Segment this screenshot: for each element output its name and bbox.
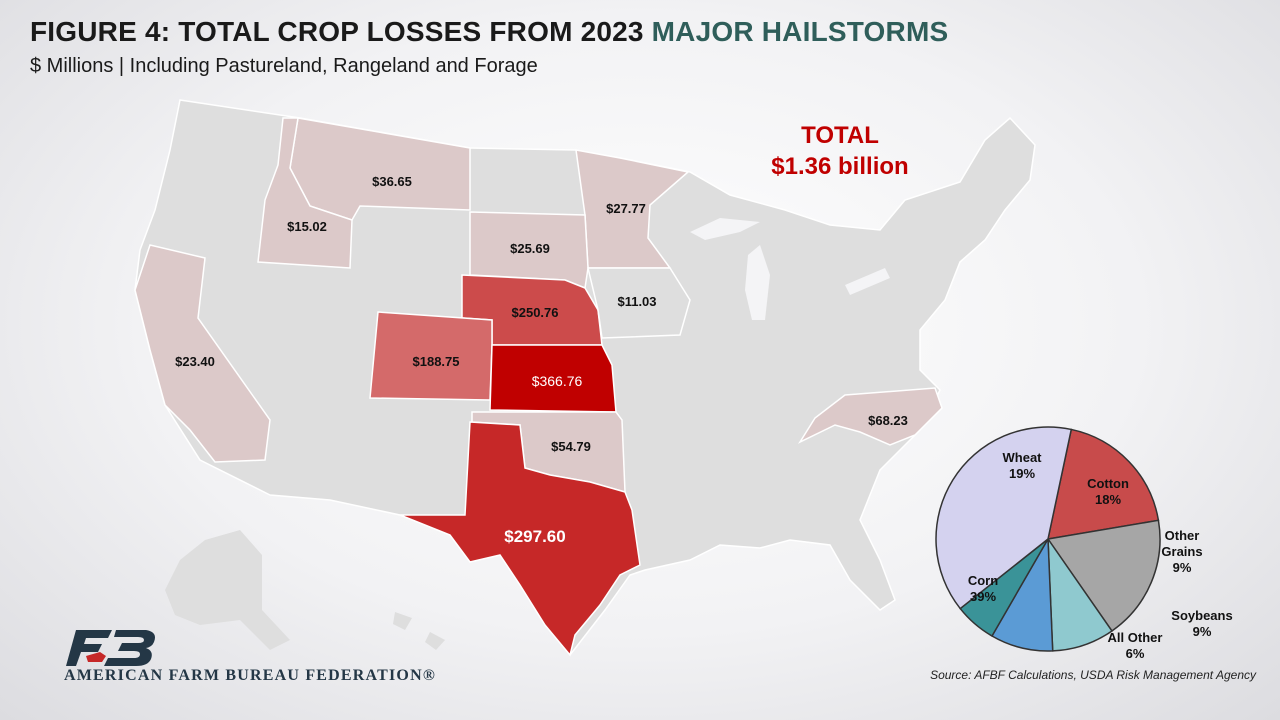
logo-b-shape: [104, 630, 155, 666]
logo-f-shape: [66, 630, 112, 666]
chart-subtitle: $ Millions | Including Pastureland, Rang…: [30, 55, 538, 77]
state-north-carolina: [797, 387, 943, 446]
source-note: Source: AFBF Calculations, USDA Risk Man…: [930, 668, 1256, 682]
title-main: FIGURE 4: TOTAL CROP LOSSES FROM 2023: [30, 16, 652, 47]
alaska-shape: [165, 530, 290, 650]
pie-label-line: Grains: [1161, 544, 1202, 559]
state-value-label-minnesota: $27.77: [606, 201, 646, 216]
state-texas: [399, 421, 641, 657]
state-value-label-nebraska: $250.76: [512, 305, 559, 320]
total-callout: TOTAL $1.36 billion: [740, 120, 940, 182]
pie-label-line: Soybeans: [1171, 608, 1232, 623]
afbf-logo-icon: [66, 630, 155, 666]
pie-label-line: 9%: [1173, 560, 1192, 575]
pie-label-wheat: Wheat 19%: [1003, 450, 1043, 481]
state-value-label-california: $23.40: [175, 354, 215, 369]
pie-slice-wheat: [1047, 428, 1160, 540]
pie-label-line: Corn: [968, 573, 998, 588]
pie-slice-corn: [935, 426, 1073, 610]
pie-label-cotton: Cotton 18%: [1087, 476, 1129, 507]
chart-title: FIGURE 4: TOTAL CROP LOSSES FROM 2023 MA…: [30, 16, 948, 48]
pie-label-line: Wheat: [1003, 450, 1043, 465]
state-value-label-colorado: $188.75: [413, 354, 460, 369]
pie-label-line: Cotton: [1087, 476, 1129, 491]
state-value-label-iowa: $11.03: [617, 294, 656, 309]
lake-michigan: [745, 245, 770, 320]
pie-label-soybeans: Soybeans 9%: [1171, 608, 1232, 639]
state-value-label-idaho: $15.02: [287, 219, 327, 234]
state-kansas: [489, 344, 617, 413]
state-california: [134, 244, 271, 463]
state-value-label-north-carolina: $68.23: [868, 413, 908, 428]
state-value-label-south-dakota: $25.69: [510, 241, 550, 256]
state-iowa: [587, 267, 691, 339]
lake-superior: [690, 218, 760, 240]
state-value-label-texas: $297.60: [504, 527, 565, 546]
pie-label-corn: Corn 39%: [968, 573, 998, 604]
state-value-label-montana: $36.65: [372, 174, 412, 189]
organization-name: AMERICAN FARM BUREAU FEDERATION®: [64, 667, 436, 684]
pie-label-line: 6%: [1126, 646, 1145, 661]
state-idaho: [257, 117, 353, 269]
pie-label-line: 19%: [1009, 466, 1035, 481]
title-accent: MAJOR HAILSTORMS: [651, 16, 949, 47]
total-value: $1.36 billion: [771, 153, 909, 180]
logo-red-mark: [86, 652, 106, 662]
state-value-label-oklahoma: $54.79: [551, 439, 591, 454]
pie-label-line: 9%: [1193, 624, 1212, 639]
pie-slice-cotton: [1046, 519, 1161, 633]
pie-label-line: 18%: [1095, 492, 1121, 507]
total-label: TOTAL: [801, 122, 879, 149]
pie-label-all-other: All Other 6%: [1108, 630, 1163, 661]
pie-label-line: All Other: [1108, 630, 1163, 645]
state-value-label-kansas: $366.76: [532, 373, 583, 389]
lake-erie: [845, 268, 890, 295]
pie-label-line: Other: [1165, 528, 1200, 543]
pie-label-line: 39%: [970, 589, 996, 604]
hawaii-shape: [393, 612, 445, 650]
pie-label-other-grains: Other Grains 9%: [1161, 528, 1202, 575]
